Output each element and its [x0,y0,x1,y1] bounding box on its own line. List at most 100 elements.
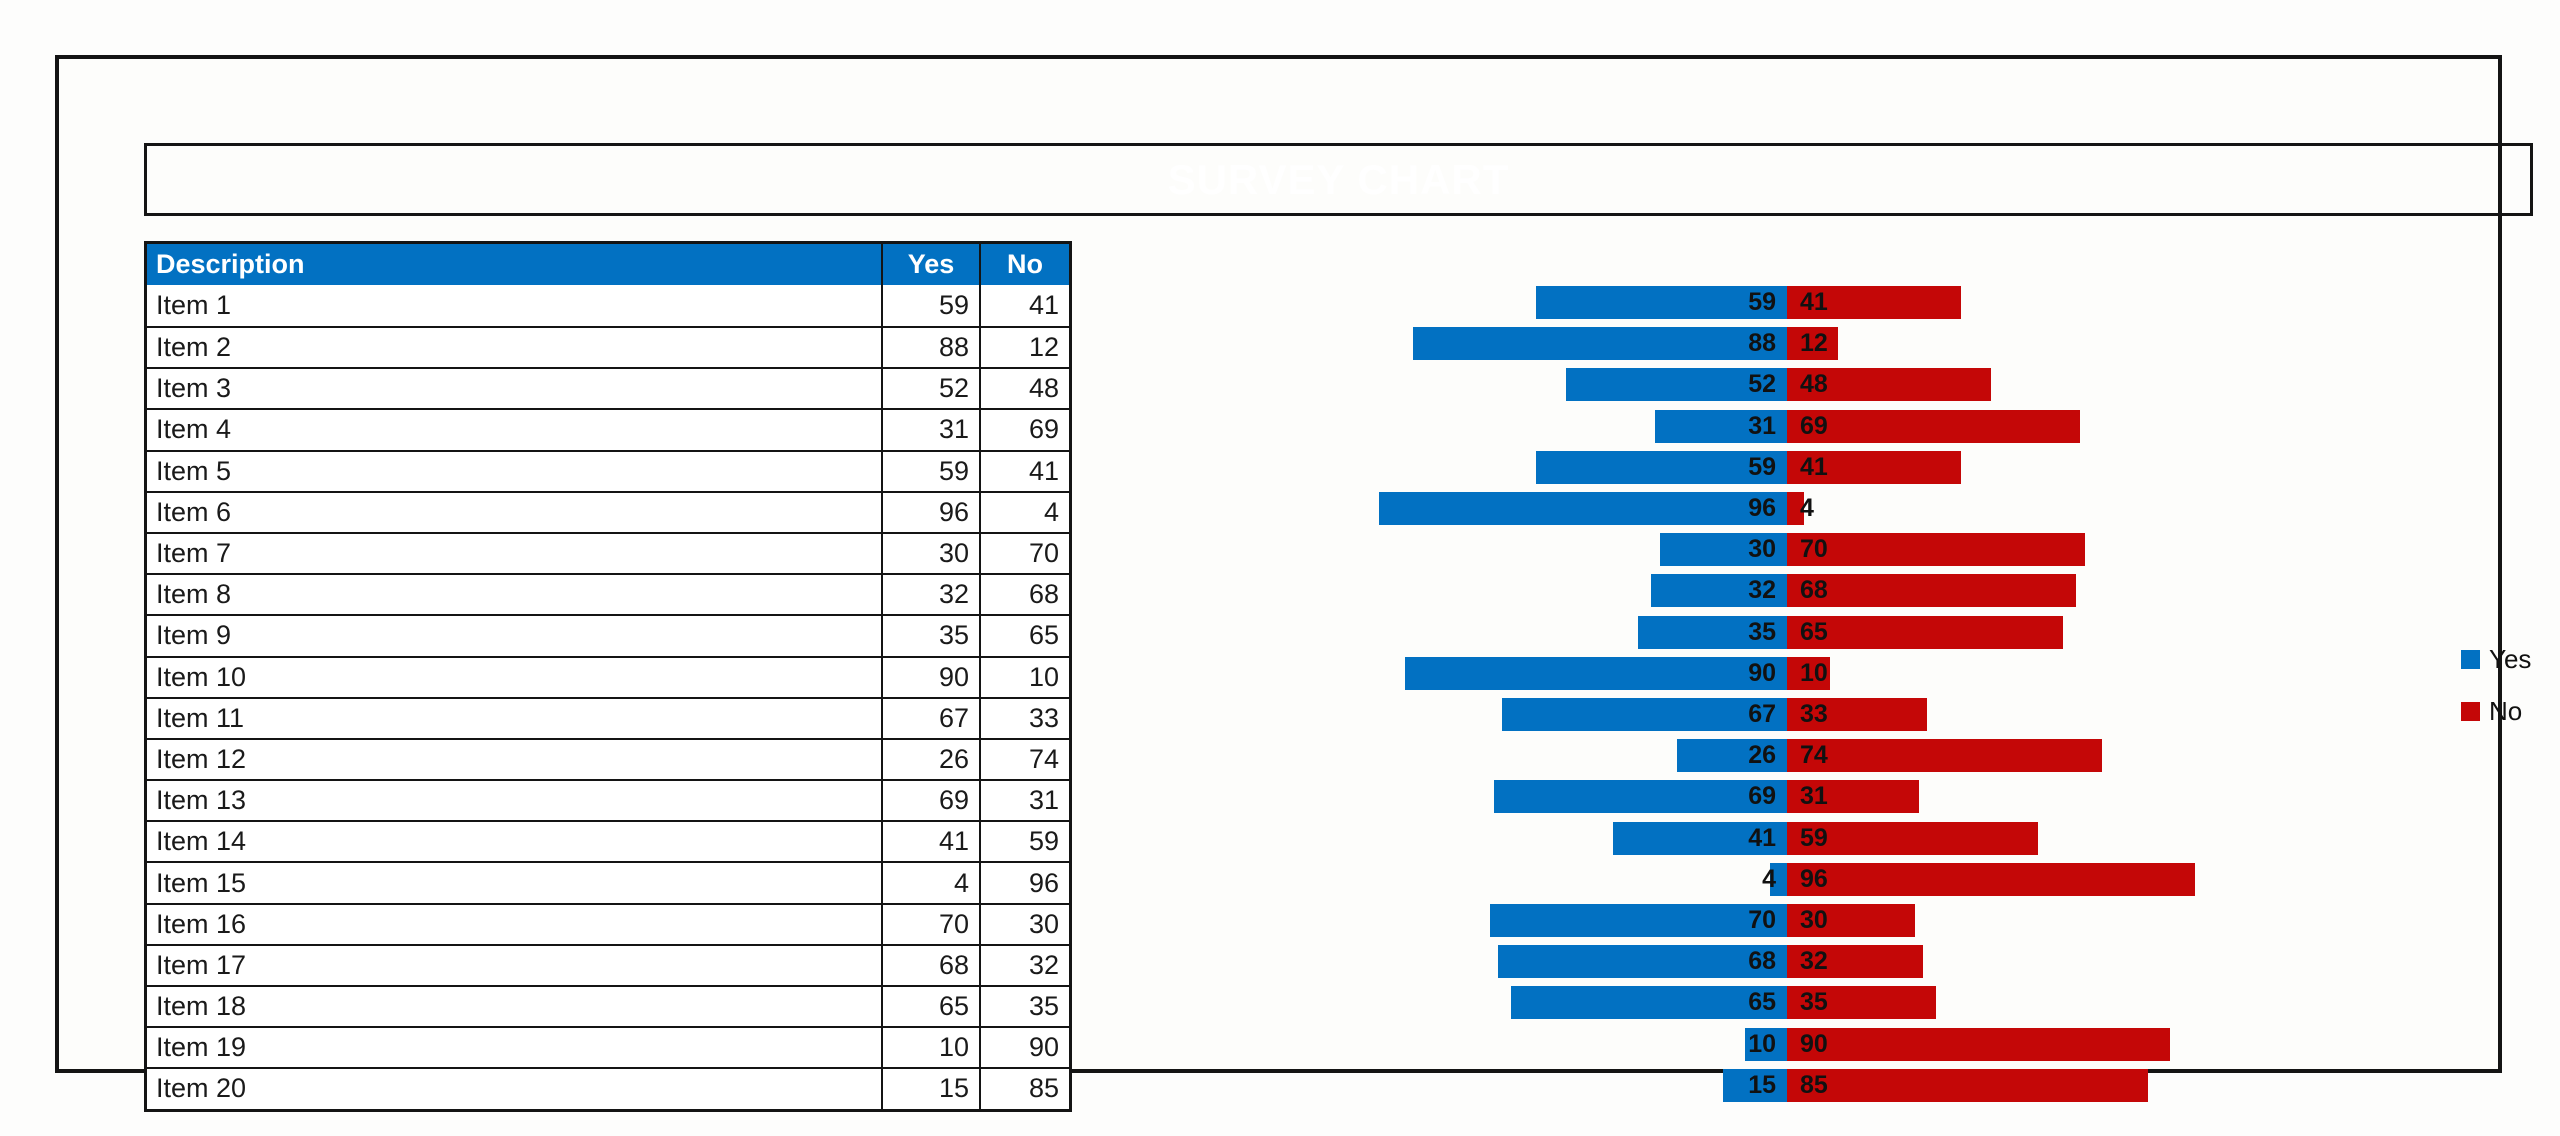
legend-item-yes[interactable]: Yes [2461,644,2531,674]
yes-bar[interactable] [1536,286,1787,319]
cell-description[interactable]: Item 13 [156,785,247,816]
cell-description[interactable]: Item 6 [156,496,232,527]
no-bar[interactable] [1787,1068,2149,1102]
cell-no-value[interactable]: 41 [979,285,1069,326]
no-bar[interactable] [1787,904,1915,937]
cell-description[interactable]: Item 5 [156,455,232,486]
cell-description[interactable]: Item 2 [156,332,232,363]
cell-description[interactable]: Item 12 [156,743,247,774]
no-bar[interactable] [1787,286,1962,319]
cell-yes-value[interactable]: 68 [881,945,979,985]
cell-description[interactable]: Item 8 [156,579,232,610]
header-no[interactable]: No [979,244,1069,285]
no-bar[interactable] [1787,533,2085,567]
cell-no-value[interactable]: 31 [979,781,1069,821]
no-bar[interactable] [1787,327,1838,361]
yes-bar[interactable] [1744,1027,1787,1061]
yes-bar[interactable] [1655,409,1787,443]
yes-bar[interactable] [1498,945,1787,979]
cell-description[interactable]: Item 9 [156,620,232,651]
no-bar[interactable] [1787,862,2195,896]
no-bar[interactable] [1787,492,1804,525]
yes-bar[interactable] [1502,698,1787,731]
cell-no-value[interactable]: 65 [979,616,1069,656]
cell-yes-value[interactable]: 59 [881,285,979,326]
cell-no-value[interactable]: 12 [979,328,1069,368]
no-bar[interactable] [1787,1027,2170,1061]
cell-description[interactable]: Item 1 [156,290,232,320]
yes-bar[interactable] [1770,862,1787,896]
cell-yes-value[interactable]: 59 [881,451,979,491]
cell-yes-value[interactable]: 96 [881,492,979,532]
yes-bar[interactable] [1659,533,1787,567]
cell-description[interactable]: Item 18 [156,991,247,1022]
cell-no-value[interactable]: 4 [979,492,1069,532]
cell-yes-value[interactable]: 4 [881,863,979,903]
cell-yes-value[interactable]: 52 [881,369,979,409]
cell-description[interactable]: Item 10 [156,661,247,692]
cell-yes-value[interactable]: 35 [881,616,979,656]
cell-description[interactable]: Item 19 [156,1032,247,1063]
cell-description[interactable]: Item 17 [156,949,247,980]
yes-bar[interactable] [1404,656,1787,690]
yes-bar[interactable] [1536,450,1787,484]
cell-no-value[interactable]: 35 [979,987,1069,1027]
cell-yes-value[interactable]: 65 [881,987,979,1027]
no-bar[interactable] [1787,450,1962,484]
cell-no-value[interactable]: 59 [979,822,1069,862]
no-bar[interactable] [1787,615,2064,649]
no-bar[interactable] [1787,986,1936,1020]
yes-bar[interactable] [1651,574,1787,608]
cell-yes-value[interactable]: 26 [881,739,979,780]
yes-bar[interactable] [1493,780,1787,814]
cell-yes-value[interactable]: 31 [881,410,979,450]
yes-bar[interactable] [1676,739,1787,773]
yes-bar[interactable] [1612,821,1787,855]
cell-description[interactable]: Item 4 [156,414,232,445]
cell-yes-value[interactable]: 67 [881,698,979,738]
cell-description[interactable]: Item 15 [156,867,247,898]
cell-no-value[interactable]: 48 [979,369,1069,409]
yes-bar[interactable] [1489,904,1787,937]
yes-bar[interactable] [1413,327,1787,361]
cell-no-value[interactable]: 68 [979,575,1069,615]
cell-no-value[interactable]: 41 [979,451,1069,491]
no-bar[interactable] [1787,739,2102,773]
cell-description[interactable]: Item 11 [156,702,245,733]
cell-description[interactable]: Item 16 [156,908,247,939]
cell-no-value[interactable]: 96 [979,863,1069,903]
cell-description[interactable]: Item 7 [156,538,232,569]
legend-item-no[interactable]: No [2461,696,2531,726]
chart-legend[interactable]: Yes No [2461,644,2531,726]
cell-no-value[interactable]: 90 [979,1028,1069,1068]
survey-bar-chart[interactable]: 59 41 88 12 52 48 31 69 59 41 96 4 30 70 32 68 35 65 90 10 6… [1349,241,2249,1107]
cell-description[interactable]: Item 20 [156,1073,247,1104]
header-description[interactable]: Description [156,249,305,279]
cell-description[interactable]: Item 14 [156,826,247,857]
cell-no-value[interactable]: 70 [979,533,1069,574]
cell-no-value[interactable]: 69 [979,410,1069,450]
no-bar[interactable] [1787,409,2081,443]
cell-no-value[interactable]: 74 [979,739,1069,780]
yes-bar[interactable] [1638,615,1787,649]
cell-yes-value[interactable]: 30 [881,533,979,574]
cell-yes-value[interactable]: 70 [881,904,979,944]
cell-yes-value[interactable]: 15 [881,1069,979,1109]
no-bar[interactable] [1787,574,2076,608]
cell-yes-value[interactable]: 10 [881,1028,979,1068]
cell-yes-value[interactable]: 88 [881,328,979,368]
cell-no-value[interactable]: 33 [979,698,1069,738]
cell-yes-value[interactable]: 41 [881,822,979,862]
no-bar[interactable] [1787,656,1830,690]
header-yes[interactable]: Yes [881,244,979,285]
yes-bar[interactable] [1379,492,1787,525]
yes-bar[interactable] [1723,1068,1787,1102]
cell-yes-value[interactable]: 90 [881,657,979,697]
no-bar[interactable] [1787,821,2038,855]
yes-bar[interactable] [1566,368,1787,402]
cell-description[interactable]: Item 3 [156,373,232,404]
cell-no-value[interactable]: 85 [979,1069,1069,1109]
yes-bar[interactable] [1510,986,1787,1020]
no-bar[interactable] [1787,780,1919,814]
cell-no-value[interactable]: 32 [979,945,1069,985]
